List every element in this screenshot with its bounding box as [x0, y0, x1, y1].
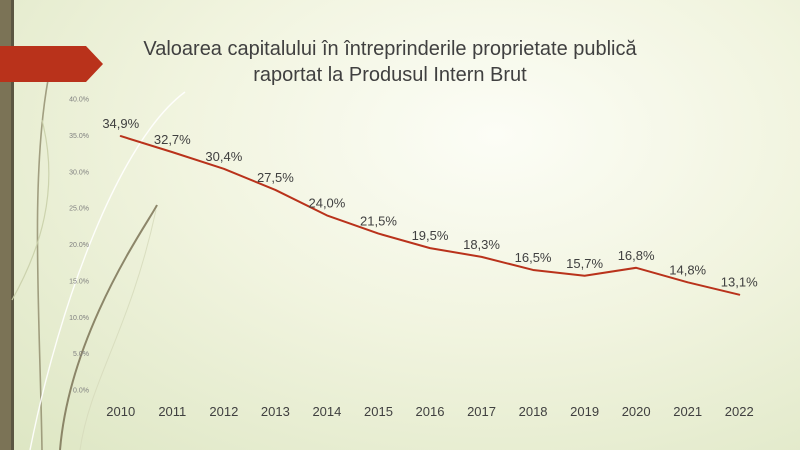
- x-tick-label: 2011: [158, 404, 186, 419]
- left-accent-bar: [0, 0, 11, 450]
- data-label: 30,4%: [205, 149, 242, 164]
- data-label: 21,5%: [360, 214, 397, 229]
- x-tick-label: 2014: [312, 404, 341, 419]
- x-tick-label: 2018: [519, 404, 548, 419]
- data-label: 27,5%: [257, 170, 294, 185]
- y-tick-label: 10.0%: [69, 315, 89, 322]
- x-tick-label: 2015: [364, 404, 393, 419]
- x-tick-label: 2010: [106, 404, 135, 419]
- x-tick-label: 2013: [261, 404, 290, 419]
- data-label: 16,8%: [618, 248, 655, 263]
- x-tick-label: 2020: [622, 404, 651, 419]
- x-tick-label: 2021: [673, 404, 702, 419]
- data-label: 24,0%: [308, 195, 345, 210]
- data-label: 14,8%: [669, 262, 706, 277]
- x-tick-label: 2012: [209, 404, 238, 419]
- x-tick-label: 2016: [416, 404, 445, 419]
- chart-title-line-1: Valoarea capitalului în întreprinderile …: [143, 38, 637, 60]
- data-label: 34,9%: [102, 116, 139, 131]
- data-label: 18,3%: [463, 237, 500, 252]
- y-tick-label: 15.0%: [69, 278, 89, 285]
- y-tick-label: 20.0%: [69, 242, 89, 249]
- data-label: 32,7%: [154, 132, 191, 147]
- title-chevron-shape: [0, 46, 103, 82]
- chart-title-line-2: raportat la Produsul Intern Brut: [253, 64, 527, 86]
- y-tick-label: 35.0%: [69, 133, 89, 140]
- x-tick-label: 2019: [570, 404, 599, 419]
- left-accent-bar-shadow: [11, 0, 14, 450]
- y-tick-label: 30.0%: [69, 169, 89, 176]
- data-label: 13,1%: [721, 275, 758, 290]
- x-tick-label: 2017: [467, 404, 496, 419]
- chart-title: Valoarea capitalului în întreprinderile …: [120, 36, 660, 88]
- data-label: 19,5%: [412, 228, 449, 243]
- data-label: 15,7%: [566, 256, 603, 271]
- y-tick-label: 40.0%: [69, 97, 89, 104]
- y-tick-label: 25.0%: [69, 206, 89, 213]
- x-tick-label: 2022: [725, 404, 754, 419]
- y-tick-label: 0.0%: [73, 388, 89, 395]
- data-label: 16,5%: [515, 250, 552, 265]
- y-tick-label: 5.0%: [73, 351, 89, 358]
